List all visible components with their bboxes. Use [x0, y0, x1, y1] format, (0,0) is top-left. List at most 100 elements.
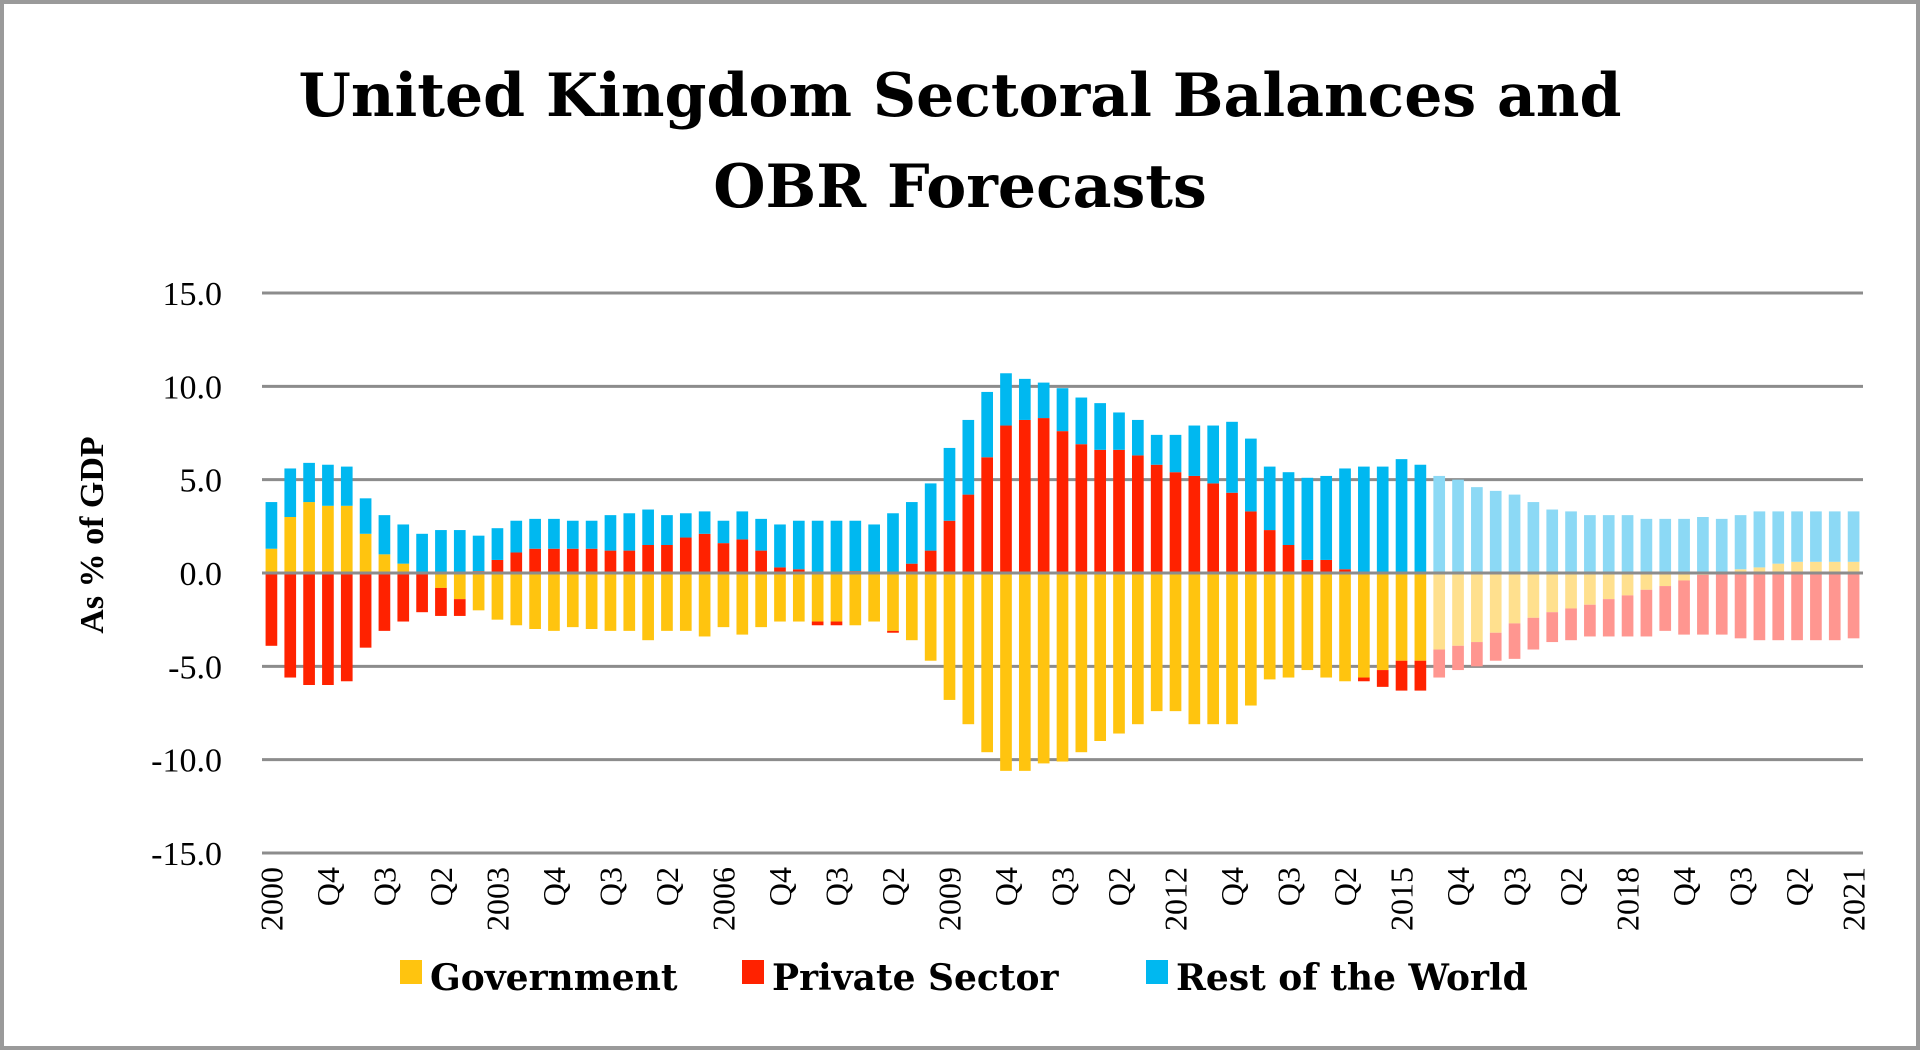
- bar-private-sector: [1602, 599, 1615, 637]
- bar-private-sector: [1339, 569, 1351, 573]
- bar-rest-of-the-world: [792, 520, 805, 570]
- bar-private-sector: [1207, 483, 1220, 573]
- bar-government: [472, 573, 485, 611]
- x-tick-label: Q2: [1327, 867, 1363, 906]
- bar-rest-of-the-world: [1188, 425, 1201, 476]
- bar-rest-of-the-world: [1000, 373, 1012, 426]
- bar-rest-of-the-world: [1245, 438, 1257, 512]
- bar-private-sector: [548, 548, 560, 573]
- bar-rest-of-the-world: [1715, 518, 1728, 573]
- bar-government: [529, 573, 541, 629]
- chart-title-line-2: OBR Forecasts: [713, 152, 1207, 222]
- bar-government: [284, 517, 297, 573]
- bar-government: [548, 573, 560, 631]
- bar-private-sector: [1678, 580, 1690, 635]
- bar-government: [1188, 573, 1201, 725]
- bar-government: [1847, 561, 1860, 573]
- bar-private-sector: [1527, 617, 1540, 650]
- bar-government: [1640, 573, 1653, 590]
- bar-private-sector: [1188, 475, 1201, 573]
- bar-government: [491, 573, 504, 620]
- bar-rest-of-the-world: [774, 524, 786, 568]
- bar-private-sector: [1094, 449, 1107, 573]
- bar-private-sector: [510, 552, 523, 573]
- bar-rest-of-the-world: [1489, 490, 1502, 573]
- bar-private-sector: [792, 569, 805, 573]
- bar-rest-of-the-world: [868, 524, 880, 573]
- bar-private-sector: [1697, 574, 1709, 635]
- bar-rest-of-the-world: [943, 447, 956, 521]
- bar-private-sector: [1433, 649, 1446, 678]
- bar-private-sector: [265, 573, 278, 646]
- bar-rest-of-the-world: [548, 518, 560, 549]
- bar-government: [566, 573, 579, 628]
- bar-private-sector: [1358, 677, 1370, 682]
- bar-private-sector: [1075, 444, 1088, 573]
- bar-private-sector: [1320, 559, 1333, 573]
- y-axis-label: As % of GDP: [74, 436, 111, 633]
- bar-rest-of-the-world: [1414, 464, 1427, 573]
- bar-rest-of-the-world: [1132, 419, 1144, 456]
- bar-rest-of-the-world: [924, 483, 937, 551]
- bar-rest-of-the-world: [1791, 511, 1803, 562]
- x-tick-label: Q4: [536, 867, 572, 906]
- x-tick-label: Q3: [1045, 867, 1081, 906]
- bar-private-sector: [340, 573, 353, 682]
- bar-government: [1772, 563, 1785, 573]
- bar-private-sector: [1150, 464, 1163, 573]
- bar-private-sector: [1113, 449, 1125, 573]
- bar-private-sector: [623, 550, 636, 573]
- bar-government: [378, 554, 391, 573]
- bar-government: [981, 573, 993, 753]
- bar-government: [623, 573, 636, 631]
- bar-government: [830, 573, 843, 622]
- bar-government: [604, 573, 617, 631]
- bar-rest-of-the-world: [1169, 434, 1182, 473]
- bar-government: [1169, 573, 1182, 712]
- bar-private-sector: [491, 559, 504, 573]
- legend-swatch: [1146, 960, 1168, 984]
- bar-rest-of-the-world: [265, 502, 278, 549]
- bar-government: [453, 573, 466, 600]
- bar-rest-of-the-world: [905, 502, 918, 564]
- bar-private-sector: [1414, 660, 1427, 691]
- bar-government: [1207, 573, 1220, 725]
- x-tick-label: Q4: [1666, 867, 1702, 906]
- bar-private-sector: [1376, 670, 1389, 687]
- bar-government: [1282, 573, 1295, 678]
- x-tick-label: 2006: [705, 867, 741, 931]
- bar-private-sector: [1734, 573, 1747, 639]
- bar-private-sector: [1508, 623, 1521, 659]
- legend-label: Government: [430, 957, 678, 999]
- bar-rest-of-the-world: [1075, 397, 1088, 445]
- bar-rest-of-the-world: [1301, 477, 1314, 560]
- bar-government: [1376, 573, 1389, 671]
- bar-private-sector: [679, 537, 692, 573]
- bar-rest-of-the-world: [1659, 518, 1672, 573]
- x-tick-label: Q3: [592, 867, 628, 906]
- bar-private-sector: [962, 494, 975, 573]
- bar-government: [1339, 573, 1351, 682]
- x-tick-label: 2000: [253, 867, 289, 931]
- bar-government: [1226, 573, 1238, 725]
- x-tick-label: 2012: [1158, 867, 1194, 931]
- y-tick-label: 10.0: [163, 369, 223, 406]
- x-tick-label: Q3: [1271, 867, 1307, 906]
- bar-private-sector: [924, 550, 937, 573]
- bar-rest-of-the-world: [585, 520, 598, 549]
- legend-label: Private Sector: [772, 957, 1059, 999]
- bar-rest-of-the-world: [1395, 459, 1408, 573]
- bar-government: [811, 573, 824, 622]
- bar-government: [1791, 561, 1803, 573]
- x-tick-label: Q3: [818, 867, 854, 906]
- bar-rest-of-the-world: [1320, 475, 1333, 560]
- bar-rest-of-the-world: [1828, 511, 1841, 562]
- bar-private-sector: [1282, 545, 1295, 573]
- bar-rest-of-the-world: [1282, 472, 1295, 545]
- bar-private-sector: [755, 550, 767, 573]
- bar-private-sector: [1000, 425, 1012, 573]
- bar-private-sector: [435, 587, 447, 616]
- x-tick-label: Q2: [649, 867, 685, 906]
- bar-private-sector: [1489, 632, 1502, 661]
